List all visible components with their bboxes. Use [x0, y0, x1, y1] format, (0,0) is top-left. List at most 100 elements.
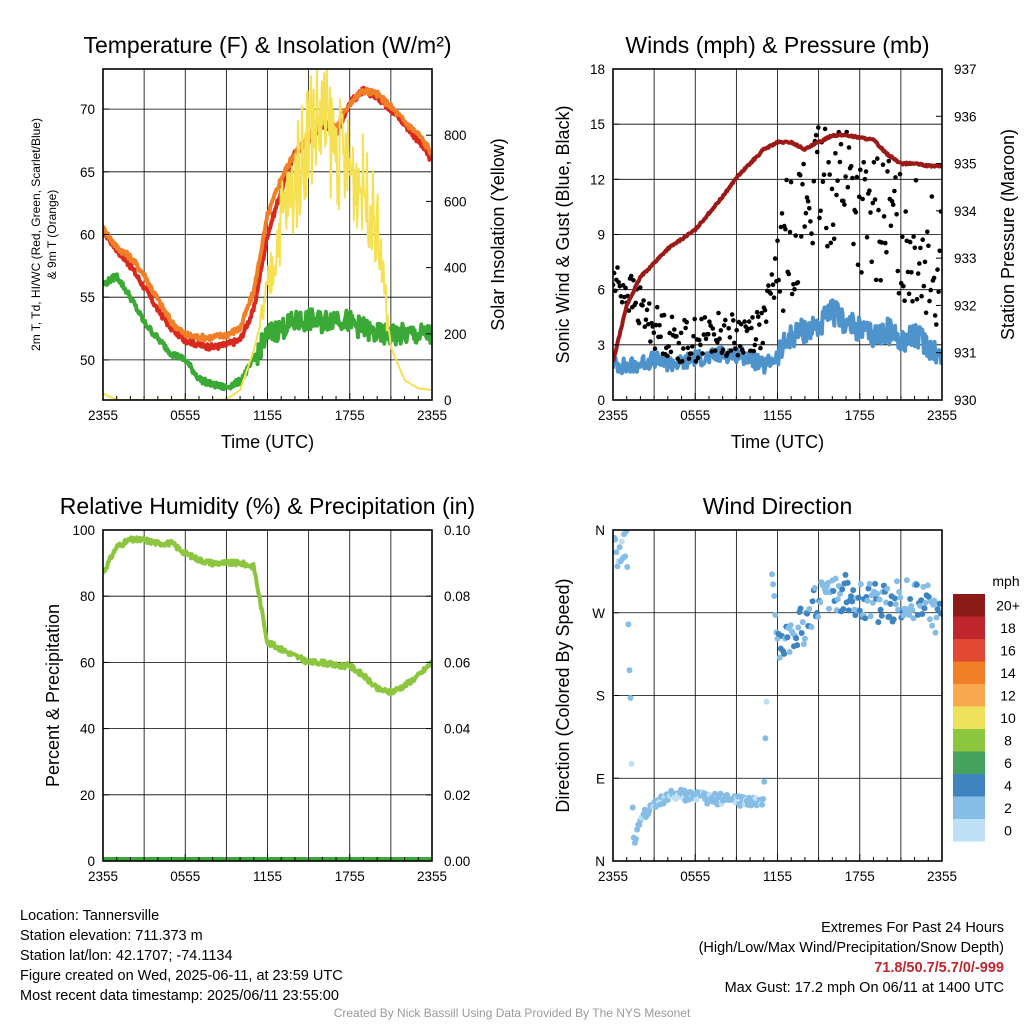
- gust-point: [686, 356, 692, 361]
- gust-point: [654, 304, 660, 310]
- direction-point: [822, 589, 829, 596]
- direction-point: [929, 622, 936, 629]
- gust-point: [661, 312, 667, 318]
- gust-point: [922, 259, 928, 265]
- direction-point: [636, 821, 643, 828]
- direction-point: [917, 602, 924, 609]
- gust-point: [710, 326, 716, 331]
- gust-point: [769, 272, 775, 277]
- y-tick-label: E: [596, 771, 605, 786]
- direction-point: [834, 596, 841, 603]
- gust-point: [834, 192, 839, 198]
- direction-point: [869, 599, 876, 606]
- legend-swatch: [953, 594, 985, 617]
- y-tick-label: 0: [87, 854, 95, 869]
- y-tick-label: 60: [80, 655, 95, 670]
- gust-point: [835, 178, 840, 183]
- direction-point: [771, 593, 778, 599]
- gust-point: [851, 241, 856, 247]
- gust-point: [676, 340, 682, 346]
- direction-point: [936, 600, 942, 607]
- gust-point: [903, 209, 908, 214]
- gust-point: [932, 313, 938, 318]
- gust-point: [700, 351, 705, 356]
- legend-swatch: [953, 774, 985, 797]
- gust-point: [733, 346, 738, 352]
- direction-point: [856, 607, 863, 614]
- y-tick-label: 60: [80, 228, 95, 243]
- direction-point: [876, 596, 883, 603]
- legend-swatch: [953, 661, 985, 684]
- y-tick-label: 50: [80, 353, 95, 368]
- gust-point: [732, 340, 737, 346]
- panel-2: 2355 0555 1155 1755 23550204060801000.000.02…: [43, 493, 475, 884]
- gust-point: [749, 325, 754, 331]
- gust-point: [918, 245, 923, 251]
- gust-point: [759, 310, 764, 316]
- gust-point: [763, 319, 769, 325]
- gust-point: [811, 178, 817, 184]
- gust-point: [923, 310, 929, 316]
- direction-point: [937, 610, 942, 617]
- y-axis-title: Percent & Precipitation: [43, 604, 63, 787]
- gust-point: [926, 243, 931, 249]
- gust-point: [668, 349, 674, 355]
- direction-point: [809, 598, 816, 605]
- direction-point: [891, 595, 898, 602]
- gust-point: [721, 323, 727, 328]
- gust-point: [726, 326, 731, 331]
- y2-tick-label: 0.02: [444, 788, 470, 803]
- gust-point: [667, 330, 672, 336]
- direction-point: [907, 596, 914, 602]
- gust-point: [848, 164, 854, 169]
- gust-point: [853, 209, 859, 215]
- gust-point: [641, 298, 646, 303]
- gust-point: [748, 348, 753, 354]
- extremes-heading: Extremes For Past 24 Hours: [821, 920, 1004, 936]
- gust-point: [883, 240, 888, 246]
- gust-point: [685, 345, 691, 351]
- direction-point: [839, 586, 846, 593]
- gust-point: [628, 273, 634, 279]
- direction-point: [925, 594, 932, 600]
- gust-point: [754, 309, 760, 315]
- gust-point: [619, 299, 625, 305]
- gust-point: [711, 332, 717, 337]
- gust-point: [795, 280, 801, 285]
- y2-tick-label: 935: [954, 157, 977, 172]
- gust-point: [786, 271, 792, 277]
- direction-point: [867, 613, 874, 620]
- direction-point: [760, 796, 767, 802]
- gust-point: [783, 226, 788, 232]
- gust-point: [615, 265, 620, 270]
- direction-point: [890, 616, 897, 623]
- gust-point: [684, 319, 689, 325]
- y2-tick-label: 937: [954, 62, 977, 77]
- direction-point: [874, 590, 881, 597]
- direction-point: [795, 624, 802, 631]
- direction-point: [763, 698, 770, 705]
- gust-point: [937, 248, 942, 254]
- gust-point: [867, 188, 872, 193]
- gust-point: [876, 207, 881, 213]
- recent-timestamp: Most recent data timestamp: 2025/06/11 2…: [20, 988, 339, 1004]
- gust-point: [658, 334, 663, 340]
- gust-point: [802, 224, 807, 229]
- direction-point: [896, 589, 903, 595]
- x-tick-label: 1155: [763, 408, 792, 423]
- gust-point: [771, 295, 777, 301]
- gust-point: [897, 171, 903, 177]
- legend-label: 14: [1000, 665, 1016, 681]
- direction-point: [613, 549, 620, 556]
- direction-point: [845, 607, 852, 614]
- direction-point: [895, 606, 902, 613]
- gust-point: [875, 156, 880, 161]
- direction-point: [798, 630, 805, 636]
- y2-axis-title: Station Pressure (Maroon): [998, 129, 1018, 340]
- gust-point: [776, 277, 781, 283]
- gust-point: [644, 307, 650, 313]
- series-relative-humidity: [103, 535, 432, 697]
- gust-point: [737, 344, 743, 349]
- direction-point: [762, 735, 769, 742]
- direction-point: [903, 577, 910, 584]
